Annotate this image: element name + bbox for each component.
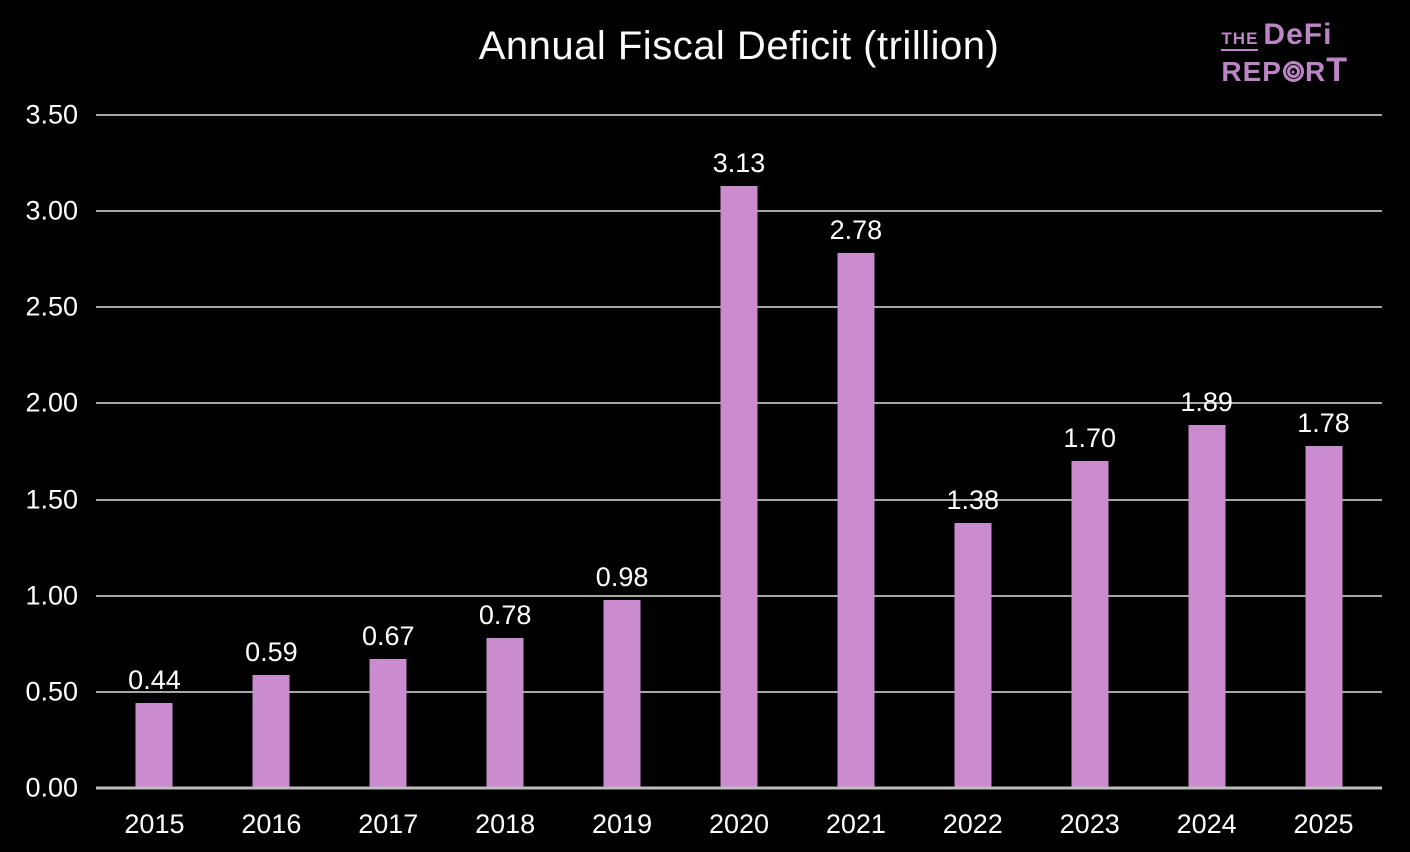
x-tick-label: 2024 bbox=[1176, 809, 1237, 839]
bar-value-label: 2.78 bbox=[829, 215, 883, 246]
bar-2015 bbox=[135, 703, 173, 788]
bar-2024 bbox=[1188, 424, 1226, 788]
x-tick-label: 2022 bbox=[942, 809, 1003, 839]
logo-report-prefix: REP bbox=[1221, 56, 1282, 87]
bar-2022 bbox=[954, 522, 992, 788]
x-tick-label: 2016 bbox=[241, 809, 302, 839]
x-tick-label: 2025 bbox=[1293, 809, 1354, 839]
bar-slot: 0.44 bbox=[96, 115, 213, 788]
bar-slot: 0.78 bbox=[447, 115, 564, 788]
bar-slot: 0.59 bbox=[213, 115, 330, 788]
logo-report-t: T bbox=[1326, 51, 1348, 89]
bar-2019 bbox=[603, 599, 641, 788]
bars: 0.44 0.59 0.67 0.78 0.98 3.13 2.78 1.38 1.70 1.89… bbox=[96, 115, 1382, 788]
bar-value-label: 1.78 bbox=[1297, 407, 1350, 438]
y-tick-label: 3.00 bbox=[25, 195, 78, 226]
bar-slot: 1.78 bbox=[1265, 115, 1382, 788]
bar-value-label: 0.78 bbox=[478, 600, 532, 631]
bar-slot: 1.38 bbox=[914, 115, 1031, 788]
bar-slot: 1.70 bbox=[1031, 115, 1148, 788]
bar-value-label: 3.13 bbox=[712, 148, 766, 179]
gridline bbox=[96, 114, 1382, 116]
y-tick-label: 2.00 bbox=[25, 387, 78, 418]
bar-2017 bbox=[369, 659, 407, 788]
bar-value-label: 0.98 bbox=[595, 561, 649, 592]
bar-value-label: 0.67 bbox=[361, 621, 415, 652]
y-axis-labels: 0.00 0.50 1.00 1.50 2.00 2.50 3.00 3.50 bbox=[0, 100, 78, 803]
bar-slot: 1.89 bbox=[1148, 115, 1265, 788]
y-tick-label: 3.50 bbox=[25, 99, 78, 130]
logo-line-2: REP R T bbox=[1221, 53, 1348, 87]
y-tick-label: 1.00 bbox=[25, 580, 78, 611]
x-axis-labels: 2015 2016 2017 2018 2019 2020 2021 2022 2023 2024… bbox=[96, 806, 1382, 842]
x-tick-label: 2020 bbox=[708, 809, 770, 839]
bar-2023 bbox=[1071, 461, 1109, 788]
y-tick-label: 0.50 bbox=[25, 676, 78, 707]
x-tick-label: 2019 bbox=[592, 809, 653, 839]
bar-2021 bbox=[837, 253, 875, 788]
logo-line-1: THE DeFi bbox=[1221, 20, 1348, 51]
bar-slot: 2.78 bbox=[797, 115, 914, 788]
bar-value-label: 1.70 bbox=[1063, 423, 1116, 454]
defi-report-logo: THE DeFi REP R T bbox=[1221, 20, 1348, 87]
bar-value-label: 0.59 bbox=[245, 636, 298, 667]
chart-title: Annual Fiscal Deficit (trillion) bbox=[478, 24, 1000, 68]
bar-2025 bbox=[1305, 445, 1343, 788]
bar-2016 bbox=[252, 674, 290, 788]
x-tick-label: 2017 bbox=[358, 809, 419, 839]
logo-the-text: THE bbox=[1221, 30, 1259, 51]
logo-report-r: R bbox=[1304, 56, 1327, 87]
y-tick-label: 0.00 bbox=[25, 772, 78, 803]
plot-area: 0.44 0.59 0.67 0.78 0.98 3.13 2.78 1.38 1.70 1.89… bbox=[96, 114, 1382, 790]
logo-defi-text: DeFi bbox=[1263, 18, 1333, 51]
x-tick-label: 2015 bbox=[124, 809, 185, 839]
bar-value-label: 1.38 bbox=[946, 484, 1000, 515]
x-axis-line bbox=[96, 786, 1382, 790]
bar-slot: 0.98 bbox=[564, 115, 681, 788]
bar-2020 bbox=[720, 186, 758, 788]
bar-2018 bbox=[486, 638, 524, 788]
x-tick-label: 2018 bbox=[475, 809, 536, 839]
x-tick-label: 2021 bbox=[825, 809, 886, 839]
bullseye-icon bbox=[1282, 61, 1304, 82]
bar-value-label: 0.44 bbox=[128, 665, 181, 696]
bar-slot: 0.67 bbox=[330, 115, 447, 788]
bar-slot: 3.13 bbox=[681, 115, 798, 788]
x-tick-label: 2023 bbox=[1059, 809, 1120, 839]
y-tick-label: 1.50 bbox=[25, 484, 78, 515]
y-tick-label: 2.50 bbox=[25, 291, 78, 322]
bar-value-label: 1.89 bbox=[1180, 386, 1233, 417]
